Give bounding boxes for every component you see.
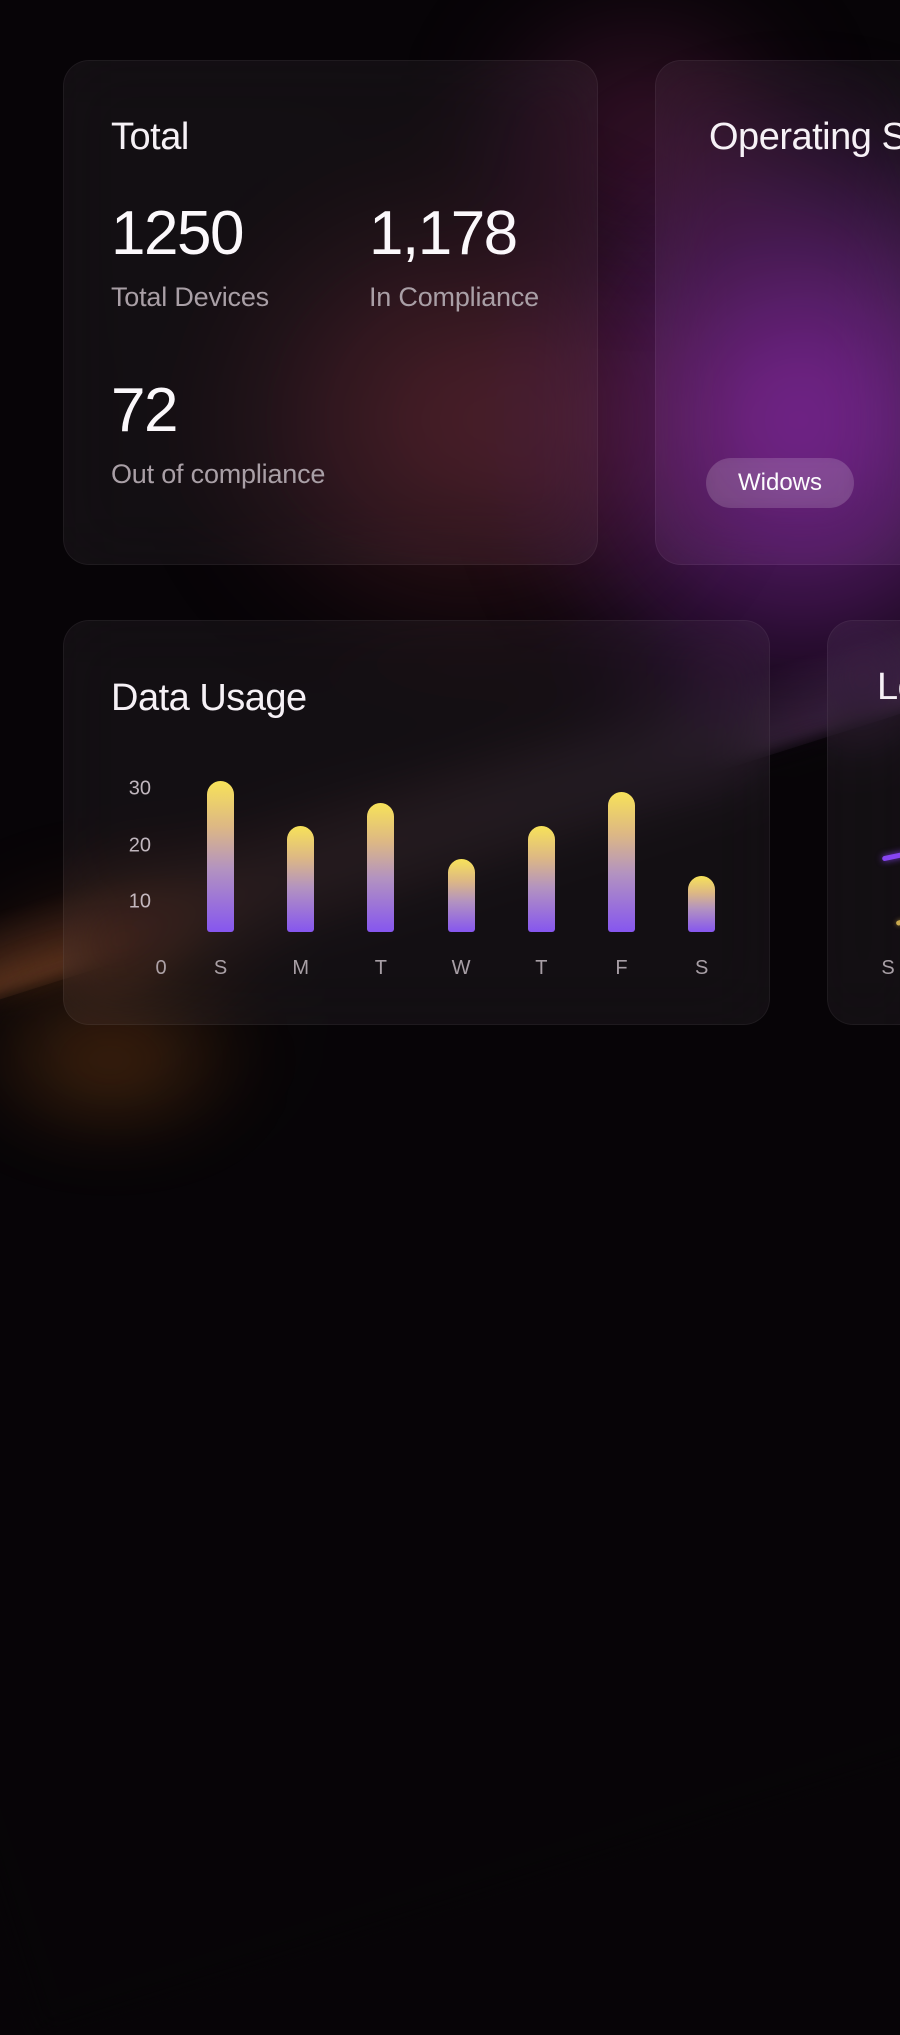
line-chart-yellow-segment — [895, 918, 900, 926]
usage-bar-2-T[interactable] — [367, 803, 395, 932]
usage-bar-5-F[interactable] — [608, 792, 635, 932]
data-usage-card: Data Usage 30 20 10 0 S M T W T F S — [63, 620, 770, 1025]
usage-bar-3-W[interactable] — [447, 859, 475, 932]
x-axis-tick: T — [374, 957, 387, 979]
y-axis-tick: 30 — [128, 777, 151, 800]
operating-systems-card: Operating S Widows — [655, 60, 900, 565]
usage-bar-4-T[interactable] — [527, 826, 555, 932]
usage-bar-6-S[interactable] — [688, 876, 716, 932]
card-title-total: Total — [111, 116, 189, 158]
line-chart-purple-segment — [881, 851, 900, 862]
card-title-bottom-right: Lo — [877, 666, 900, 708]
y-axis-tick: 10 — [128, 890, 151, 913]
card-title-data-usage: Data Usage — [111, 677, 307, 719]
usage-bar-0-S[interactable] — [207, 781, 234, 932]
out-of-compliance-label: Out of compliance — [111, 459, 326, 489]
x-axis-tick: M — [292, 957, 310, 979]
y-axis-tick: 20 — [128, 834, 151, 856]
x-axis-tick: 0 — [155, 957, 167, 979]
in-compliance-label: In Compliance — [369, 282, 539, 312]
data-usage-bar-chart: 30 20 10 0 S M T W T F S — [64, 621, 769, 1024]
os-badge-windows[interactable]: Widows — [706, 458, 854, 508]
bottom-right-card: Lo S — [827, 620, 900, 1025]
total-devices-card: Total 1250 Total Devices 1,178 In Compli… — [63, 60, 598, 565]
usage-bar-1-M[interactable] — [287, 826, 315, 932]
x-axis-tick: W — [451, 957, 471, 979]
x-axis-tick: S — [695, 957, 709, 979]
out-of-compliance-value: 72 — [111, 376, 178, 445]
x-axis-tick: F — [615, 957, 628, 979]
stat-total-devices: 1250 Total Devices — [111, 203, 269, 313]
x-axis-tick: S — [213, 957, 228, 979]
total-devices-value: 1250 — [111, 199, 244, 268]
in-compliance-value: 1,178 — [369, 199, 518, 268]
x-axis-tick: S — [881, 957, 895, 979]
stat-out-of-compliance: 72 Out of compliance — [111, 380, 325, 490]
x-axis-tick: T — [535, 957, 548, 979]
total-devices-label: Total Devices — [111, 282, 269, 312]
stat-in-compliance: 1,178 In Compliance — [369, 203, 539, 313]
card-title-operating-systems: Operating S — [709, 116, 900, 158]
